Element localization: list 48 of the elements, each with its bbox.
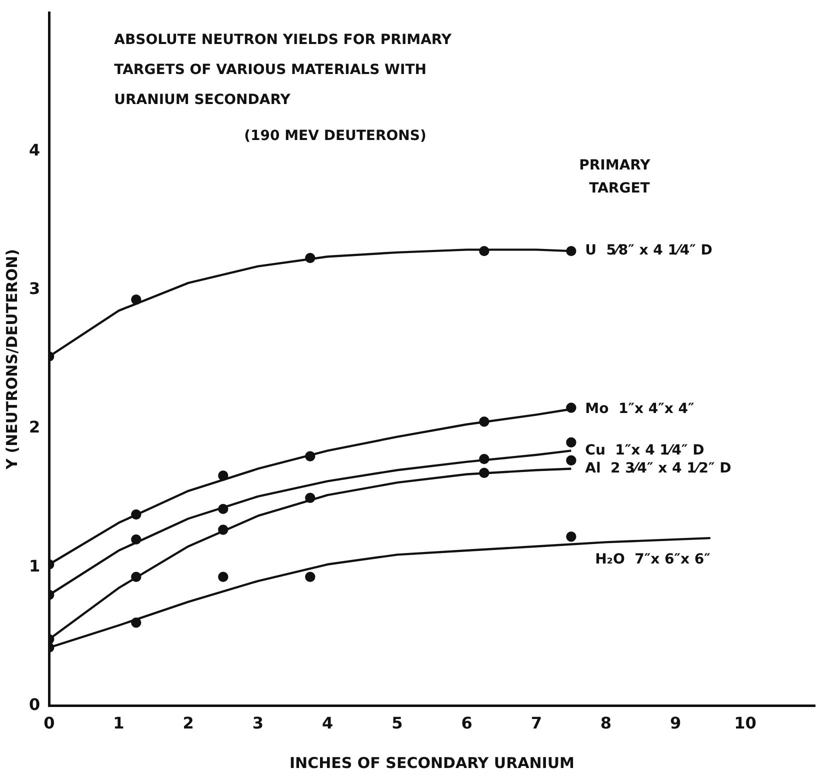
point bbox=[566, 455, 576, 466]
x-tick-label: 8 bbox=[600, 714, 612, 733]
y-tick-label: 1 bbox=[28, 556, 40, 576]
x-axis-title: INCHES OF SECONDARY URANIUM bbox=[289, 754, 574, 772]
point bbox=[131, 572, 142, 582]
point bbox=[566, 246, 576, 256]
point bbox=[218, 504, 228, 514]
x-tick-label: 9 bbox=[670, 714, 682, 733]
x-tick-label: 10 bbox=[734, 714, 756, 733]
point bbox=[566, 437, 576, 448]
x-tick-label: 4 bbox=[322, 714, 334, 733]
x-tick-label: 1 bbox=[113, 714, 124, 733]
y-tick-label: 0 bbox=[28, 694, 40, 714]
point bbox=[566, 532, 576, 542]
series-label: U 5⁄8″ x 4 1⁄4″ D bbox=[585, 242, 712, 259]
point bbox=[305, 451, 316, 462]
point bbox=[305, 492, 316, 503]
text: (190 MEV DEUTERONS) bbox=[244, 128, 426, 144]
point bbox=[131, 509, 142, 520]
x-tick-label: 7 bbox=[530, 714, 542, 733]
x-tick-label: 0 bbox=[44, 714, 55, 733]
series-label: Mo 1″x 4″x 4″ bbox=[585, 400, 694, 417]
y-axis-title: Y (NEUTRONS/DEUTERON) bbox=[2, 249, 21, 470]
point bbox=[479, 246, 490, 256]
x-tick-label: 3 bbox=[252, 714, 264, 733]
point bbox=[479, 416, 490, 427]
x-tick-label: 2 bbox=[182, 714, 194, 733]
point bbox=[305, 572, 316, 582]
x-tick-label: 5 bbox=[392, 714, 403, 733]
x-tick-label: 6 bbox=[461, 714, 472, 733]
point bbox=[131, 618, 142, 628]
y-tick-label: 2 bbox=[28, 418, 40, 437]
point bbox=[305, 252, 316, 264]
point bbox=[479, 454, 490, 464]
point bbox=[131, 534, 142, 545]
legend-title: PRIMARY TARGET bbox=[579, 158, 652, 197]
point bbox=[131, 294, 142, 305]
point bbox=[479, 468, 490, 478]
y-tick-label: 4 bbox=[28, 140, 40, 160]
series-label: Al 2 3⁄4″ x 4 1⁄2″ D bbox=[585, 460, 732, 476]
y-tick-label: 3 bbox=[28, 279, 40, 298]
series-label: Cu 1″x 4 1⁄4″ D bbox=[585, 442, 704, 458]
text: ABSOLUTE NEUTRON YIELDS FOR PRIMARY TARGETS OF VARIOUS MATERIALS WITH URANIUM SECONDARY bbox=[114, 32, 452, 108]
series-label: H₂O 7″x 6″x 6″ bbox=[595, 552, 710, 568]
point bbox=[218, 572, 228, 582]
point bbox=[566, 402, 576, 413]
point bbox=[218, 470, 228, 481]
point bbox=[218, 524, 228, 535]
